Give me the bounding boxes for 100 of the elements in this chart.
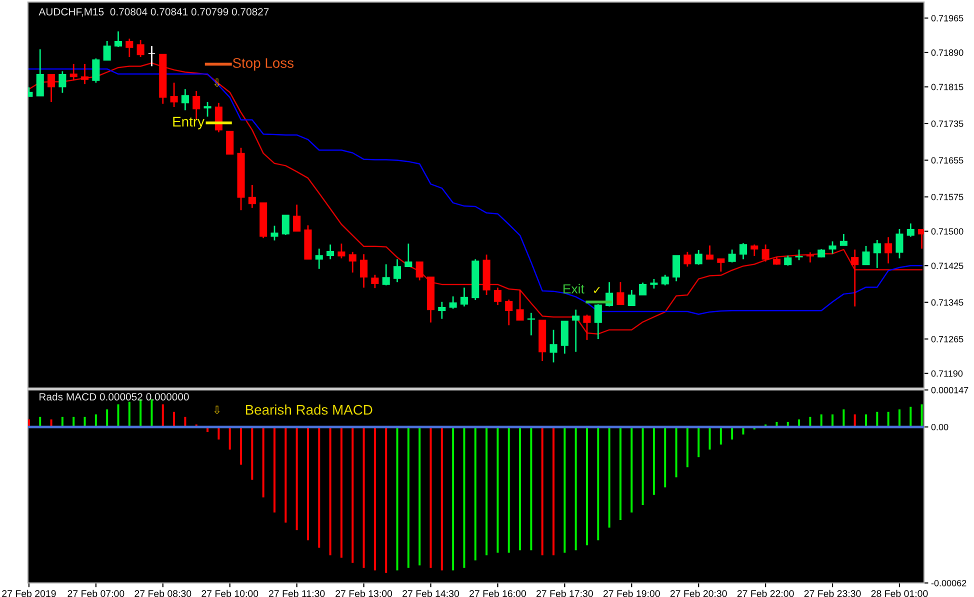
x-tick-label: 27 Feb 07:00	[68, 590, 124, 597]
candlestick	[148, 45, 156, 67]
bar	[251, 426, 254, 480]
x-tick-label: 27 Feb 22:00	[737, 590, 794, 597]
candlestick	[315, 248, 323, 270]
candlestick	[181, 88, 189, 111]
bar	[418, 426, 421, 566]
candlestick	[739, 242, 747, 260]
candlestick	[717, 258, 725, 272]
candlestick	[360, 253, 368, 288]
bar	[842, 409, 845, 427]
candlestick	[348, 251, 356, 274]
bar	[228, 426, 231, 450]
bar	[340, 426, 342, 558]
x-tick-label: 27 Feb 19:00	[603, 590, 660, 597]
x-tick-label: 28 Feb 01:00	[871, 590, 928, 597]
y-tick-label: 0.71345	[931, 299, 964, 306]
bar	[362, 426, 365, 568]
candlestick	[103, 40, 111, 61]
candlestick	[438, 301, 446, 320]
y-tick-label: 0.000147	[931, 386, 968, 394]
y-tick-label: 0.71655	[931, 157, 964, 164]
annotation: Bearish Rads MACD	[246, 404, 372, 415]
candlestick	[728, 248, 736, 264]
annotation: Stop Loss	[232, 58, 294, 71]
candlestick	[628, 289, 636, 306]
candlestick	[214, 102, 222, 133]
candlestick	[639, 282, 647, 296]
x-tick-label: 27 Feb 2019	[2, 590, 56, 597]
bar	[652, 426, 655, 495]
candlestick	[36, 48, 44, 97]
candlestick	[572, 308, 580, 353]
bar	[396, 426, 398, 570]
bar	[496, 426, 499, 553]
candlestick	[270, 225, 278, 242]
bar	[619, 426, 622, 520]
y-tick-label: 0.71425	[931, 262, 964, 269]
bar	[273, 426, 276, 513]
candlestick	[583, 314, 591, 341]
candlestick	[460, 286, 468, 308]
x-tick-label: 27 Feb 11:30	[269, 590, 325, 597]
y-tick-label: 0.00	[931, 424, 948, 430]
bar	[218, 426, 220, 440]
bar	[642, 426, 644, 505]
candlestick	[694, 249, 702, 266]
bar	[586, 426, 588, 546]
x-tick-label: 27 Feb 08:30	[134, 590, 192, 597]
candlestick	[594, 303, 602, 340]
bar	[262, 426, 264, 498]
bar	[898, 409, 900, 427]
candlestick	[828, 240, 836, 254]
candlestick	[873, 239, 881, 269]
bar	[306, 426, 309, 540]
candlestick	[784, 254, 792, 266]
bar	[564, 426, 566, 553]
x-tick-label: 27 Feb 20:30	[670, 590, 727, 597]
x-tick-label: 27 Feb 17:30	[536, 590, 593, 597]
bar	[474, 426, 476, 560]
bar	[910, 406, 912, 427]
annotation: ⇩	[214, 406, 220, 414]
y-tick-label: 0.71500	[931, 228, 964, 235]
bar	[698, 426, 700, 458]
candlestick	[840, 233, 848, 246]
x-tick-label: 27 Feb 10:00	[202, 590, 258, 597]
candlestick	[884, 236, 892, 264]
candlestick	[661, 274, 669, 286]
candlestick	[416, 261, 424, 282]
candlestick	[795, 248, 803, 261]
candlestick	[126, 38, 134, 58]
bar	[430, 426, 432, 568]
candlestick	[92, 58, 100, 84]
candlestick	[293, 204, 301, 232]
bar	[920, 404, 923, 427]
bar	[352, 426, 354, 563]
candlestick	[896, 228, 904, 259]
bar	[128, 402, 130, 427]
candlestick	[393, 258, 402, 283]
y-tick-label: 0.71890	[931, 49, 964, 56]
bar	[508, 426, 510, 553]
bar	[284, 426, 287, 523]
candlestick	[762, 244, 770, 262]
bar	[552, 426, 555, 556]
bar	[664, 426, 666, 488]
bar	[686, 426, 688, 468]
bar	[117, 404, 120, 427]
candlestick	[650, 278, 658, 290]
annotation: AUDCHF,M15 0.70804 0.70841 0.70799 0.70827	[38, 8, 269, 17]
bar	[708, 426, 711, 450]
y-tick-label: 0.71265	[931, 336, 964, 342]
bar	[150, 399, 153, 427]
x-tick-label: 27 Feb 13:00	[336, 590, 392, 597]
x-tick-label: 27 Feb 16:00	[470, 590, 526, 597]
bar	[162, 404, 164, 427]
candlestick	[616, 281, 624, 306]
bar	[574, 426, 577, 550]
bar	[329, 426, 332, 556]
candlestick	[204, 101, 212, 118]
bar	[530, 426, 532, 550]
candlestick	[338, 242, 346, 259]
candlestick	[114, 30, 122, 48]
